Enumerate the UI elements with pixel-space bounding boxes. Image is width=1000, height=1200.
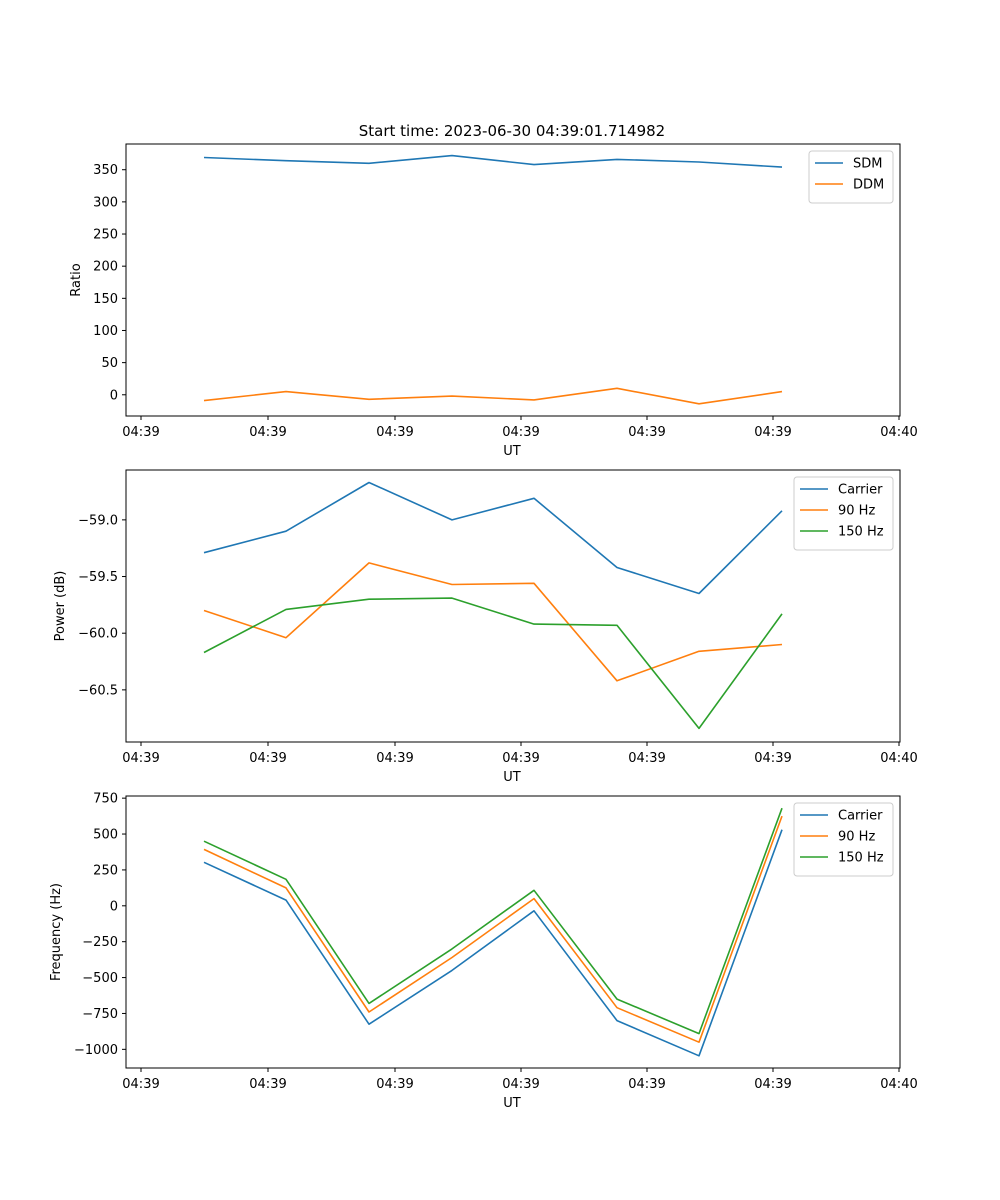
x-tick-label: 04:39 xyxy=(249,751,286,766)
chart-panel-2: 04:39 04:39 04:39 04:39 04:39 04:39 04:40 −59.0… xyxy=(53,469,918,785)
legend-label: 90 Hz xyxy=(838,830,875,845)
y-tick-label: −60.0 xyxy=(78,627,118,642)
y-tick-label: −59.5 xyxy=(78,570,118,585)
y-axis-label: Power (dB) xyxy=(53,571,68,642)
axes-frame-1 xyxy=(125,143,901,417)
series-line-3-2 xyxy=(203,815,783,1043)
y-tick-label: −59.0 xyxy=(78,513,118,528)
y-tick-label: 0 xyxy=(110,388,118,403)
x-tick-label: 04:39 xyxy=(249,1077,286,1092)
x-tick-label: 04:39 xyxy=(502,1077,539,1092)
legend-1: SDM DDM xyxy=(808,150,894,204)
y-tick-label: 350 xyxy=(93,163,118,178)
plots-container: 04:39 04:39 04:39 04:39 04:39 04:39 04:40 0 50 10… xyxy=(49,143,918,1111)
y-tick-label: −1000 xyxy=(74,1043,118,1058)
x-tick-label: 04:39 xyxy=(376,1077,413,1092)
series-line-1-2 xyxy=(203,387,783,405)
y-tick-label: 50 xyxy=(101,356,118,371)
series-line-3-3 xyxy=(203,807,783,1035)
x-tick-label: 04:39 xyxy=(628,751,665,766)
x-tick-label: 04:39 xyxy=(376,751,413,766)
x-tick-label: 04:39 xyxy=(122,425,159,440)
legend-label: Carrier xyxy=(838,483,883,498)
x-axis-label: UT xyxy=(503,444,521,459)
series-line-3-1 xyxy=(203,829,783,1057)
legend-label: DDM xyxy=(853,178,884,193)
axes-frame-3 xyxy=(125,795,901,1069)
x-tick-label: 04:39 xyxy=(754,425,791,440)
y-tick-label: −60.5 xyxy=(78,683,118,698)
y-tick-label: 150 xyxy=(93,292,118,307)
y-axis-label: Frequency (Hz) xyxy=(49,883,64,981)
x-tick-label: 04:39 xyxy=(628,1077,665,1092)
axes-frame-2 xyxy=(125,469,901,743)
x-tick-label: 04:39 xyxy=(754,1077,791,1092)
legend-label: Carrier xyxy=(838,809,883,824)
legend-label: 150 Hz xyxy=(838,525,884,540)
legend-label: 150 Hz xyxy=(838,851,884,866)
legend-box xyxy=(808,150,894,204)
x-tick-label: 04:39 xyxy=(502,425,539,440)
y-axis-label: Ratio xyxy=(69,263,84,296)
x-tick-label: 04:39 xyxy=(249,425,286,440)
y-tick-label: 300 xyxy=(93,195,118,210)
legend-3: Carrier 90 Hz 150 Hz xyxy=(793,802,894,877)
y-tick-label: 500 xyxy=(93,828,118,843)
legend-label: 90 Hz xyxy=(838,504,875,519)
y-tick-label: −500 xyxy=(82,971,118,986)
y-tick-label: −750 xyxy=(82,1007,118,1022)
x-axis-label: UT xyxy=(503,1096,521,1111)
y-tick-label: 250 xyxy=(93,228,118,243)
chart-panel-3: 04:39 04:39 04:39 04:39 04:39 04:39 04:40 750 50… xyxy=(49,792,918,1111)
figure-title: Start time: 2023-06-30 04:39:01.714982 xyxy=(359,122,665,140)
y-tick-label: 750 xyxy=(93,792,118,807)
y-tick-label: 100 xyxy=(93,324,118,339)
series-line-1-1 xyxy=(203,154,783,168)
series-line-2-2 xyxy=(203,562,783,682)
x-axis-label: UT xyxy=(503,770,521,785)
x-tick-label: 04:39 xyxy=(502,751,539,766)
x-tick-label: 04:39 xyxy=(628,425,665,440)
x-tick-label: 04:39 xyxy=(376,425,413,440)
legend-label: SDM xyxy=(853,157,882,172)
series-line-2-3 xyxy=(203,597,783,730)
y-tick-label: −250 xyxy=(82,935,118,950)
series-line-2-1 xyxy=(203,481,783,595)
x-tick-label: 04:40 xyxy=(880,751,917,766)
x-tick-label: 04:40 xyxy=(880,1077,917,1092)
x-tick-label: 04:39 xyxy=(122,751,159,766)
legend-2: Carrier 90 Hz 150 Hz xyxy=(793,476,894,551)
x-tick-label: 04:39 xyxy=(754,751,791,766)
y-tick-label: 200 xyxy=(93,260,118,275)
y-tick-label: 250 xyxy=(93,863,118,878)
x-tick-label: 04:40 xyxy=(880,425,917,440)
chart-panel-1: 04:39 04:39 04:39 04:39 04:39 04:39 04:40 0 50 10… xyxy=(69,143,918,459)
y-tick-label: 0 xyxy=(110,899,118,914)
x-tick-label: 04:39 xyxy=(122,1077,159,1092)
